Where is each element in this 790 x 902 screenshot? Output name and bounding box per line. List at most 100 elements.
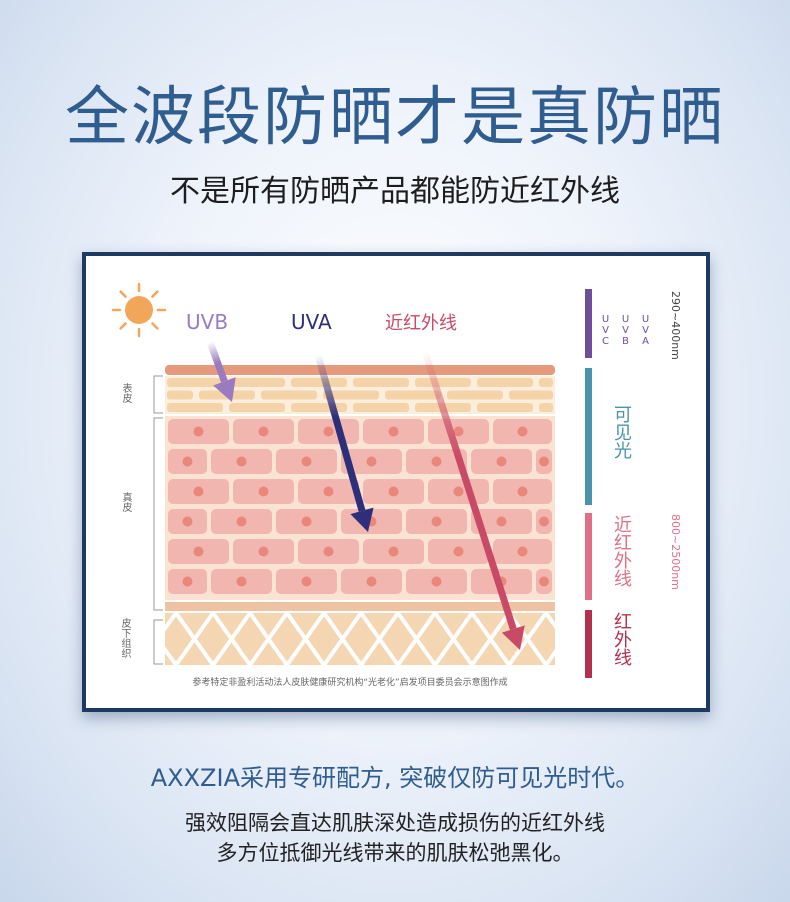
sun-icon <box>111 282 167 338</box>
footer-line-2: 多方位抵御光线带来的肌肤松弛黑化。 <box>216 841 574 865</box>
cell-nucleus <box>453 546 464 557</box>
cell-nucleus <box>366 576 377 587</box>
uv-labels: UVC UVB UVA <box>600 314 651 347</box>
cell-nucleus <box>258 486 269 497</box>
nir-arrow-arrowhead <box>501 625 525 650</box>
dermis-base <box>165 602 555 611</box>
uva-arrow-arrowhead <box>350 507 374 532</box>
cell-nucleus <box>258 426 269 437</box>
epidermis-cell <box>353 378 409 387</box>
epidermis-cell <box>477 378 533 387</box>
epidermis-cell <box>229 378 285 387</box>
cell-nucleus <box>388 486 399 497</box>
near-ir-bar <box>585 513 592 600</box>
cell-nucleus <box>517 546 528 557</box>
ir-label: 红外线 <box>611 612 632 666</box>
footer-description: 强效阻隔会直达肌肤深处造成损伤的近红外线 多方位抵御光线带来的肌肤松弛黑化。 <box>0 808 790 868</box>
cell-nucleus <box>236 456 247 467</box>
layer-bracket <box>153 619 163 665</box>
cell-nucleus <box>388 546 399 557</box>
cell-nucleus <box>431 576 442 587</box>
epidermis-cell <box>539 403 553 412</box>
cell-nucleus <box>388 426 399 437</box>
subcutis <box>165 613 555 665</box>
epidermis-cell <box>353 403 409 412</box>
epidermis-cell <box>291 378 347 387</box>
epidermis-cell <box>261 390 317 400</box>
uv-range: 290~400nm <box>669 291 682 360</box>
mask <box>555 612 585 668</box>
sun-ray <box>119 322 127 330</box>
cell-nucleus <box>236 576 247 587</box>
ray-label-uva: UVA <box>291 310 332 334</box>
epidermis-cell <box>167 403 223 412</box>
cell-nucleus <box>258 546 269 557</box>
cell-nucleus <box>182 456 193 467</box>
epidermis-cell <box>323 390 379 400</box>
epidermis-cell <box>509 390 553 400</box>
epidermis-cell <box>415 378 471 387</box>
epidermis-cell <box>229 403 285 412</box>
epidermis-cell <box>447 390 503 400</box>
visible-light-label: 可见光 <box>611 405 632 459</box>
epidermis-cell <box>385 390 441 400</box>
cell-nucleus <box>539 576 549 587</box>
epidermis-cell <box>539 378 553 387</box>
uv-bar <box>585 289 592 358</box>
cell-nucleus <box>301 576 312 587</box>
cell-nucleus <box>539 456 549 467</box>
fat-lattice <box>470 611 511 667</box>
ray-label-nir: 近红外线 <box>385 313 457 334</box>
cell-nucleus <box>301 456 312 467</box>
fat-lattice <box>211 611 252 667</box>
fat-lattice <box>433 611 474 667</box>
cell-nucleus <box>193 426 204 437</box>
mask <box>135 612 165 668</box>
cell-nucleus <box>431 456 442 467</box>
cell-nucleus <box>539 516 549 527</box>
near-ir-range: 800~2500nm <box>669 514 682 590</box>
sun-ray <box>119 290 127 298</box>
cell-nucleus <box>193 486 204 497</box>
cell-nucleus <box>431 516 442 527</box>
uva-arrow-shaft <box>314 354 366 512</box>
cell-nucleus <box>323 546 334 557</box>
fat-lattice <box>174 611 215 667</box>
layer-label-epidermis-text: 表皮 <box>120 383 131 403</box>
sun-ray <box>151 322 159 330</box>
uvb-label: UVB <box>620 314 631 347</box>
cell-nucleus <box>453 426 464 437</box>
cell-nucleus <box>323 426 334 437</box>
nir-arrow-shaft <box>421 350 517 631</box>
layer-label-subcutis: 皮下组织 <box>119 618 130 658</box>
ir-bar <box>585 610 592 678</box>
sun-core <box>125 296 153 324</box>
ray-label-uvb: UVB <box>186 310 228 334</box>
cell-nucleus <box>517 486 528 497</box>
epidermis-cell <box>167 390 193 400</box>
cell-nucleus <box>496 516 507 527</box>
fat-lattice <box>248 611 289 667</box>
fat-lattice <box>322 611 363 667</box>
source-note: 参考特定非盈利活动法人皮肤健康研究机构“光老化”启发项目委员会示意图作成 <box>192 676 507 688</box>
epidermis-cell <box>291 403 347 412</box>
uvb-arrow-shaft <box>206 340 228 383</box>
fat-lattice <box>285 611 326 667</box>
epidermis-cell <box>167 378 223 387</box>
layer-bracket <box>153 417 163 611</box>
cell-nucleus <box>517 426 528 437</box>
skin-surface <box>165 365 555 375</box>
cell-nucleus <box>193 546 204 557</box>
fat-lattice <box>507 611 548 667</box>
page-subtitle: 不是所有防晒产品都能防近红外线 <box>170 174 620 209</box>
cell-nucleus <box>496 456 507 467</box>
cell-nucleus <box>182 576 193 587</box>
cell-nucleus <box>366 456 377 467</box>
uvc-label: UVC <box>600 314 611 347</box>
cell-nucleus <box>453 486 464 497</box>
layer-label-dermis: 真皮 <box>120 492 131 512</box>
cell-nucleus <box>236 516 247 527</box>
uva-label: UVA <box>640 314 651 347</box>
layer-bracket <box>153 375 163 414</box>
visible-bar <box>585 368 592 505</box>
